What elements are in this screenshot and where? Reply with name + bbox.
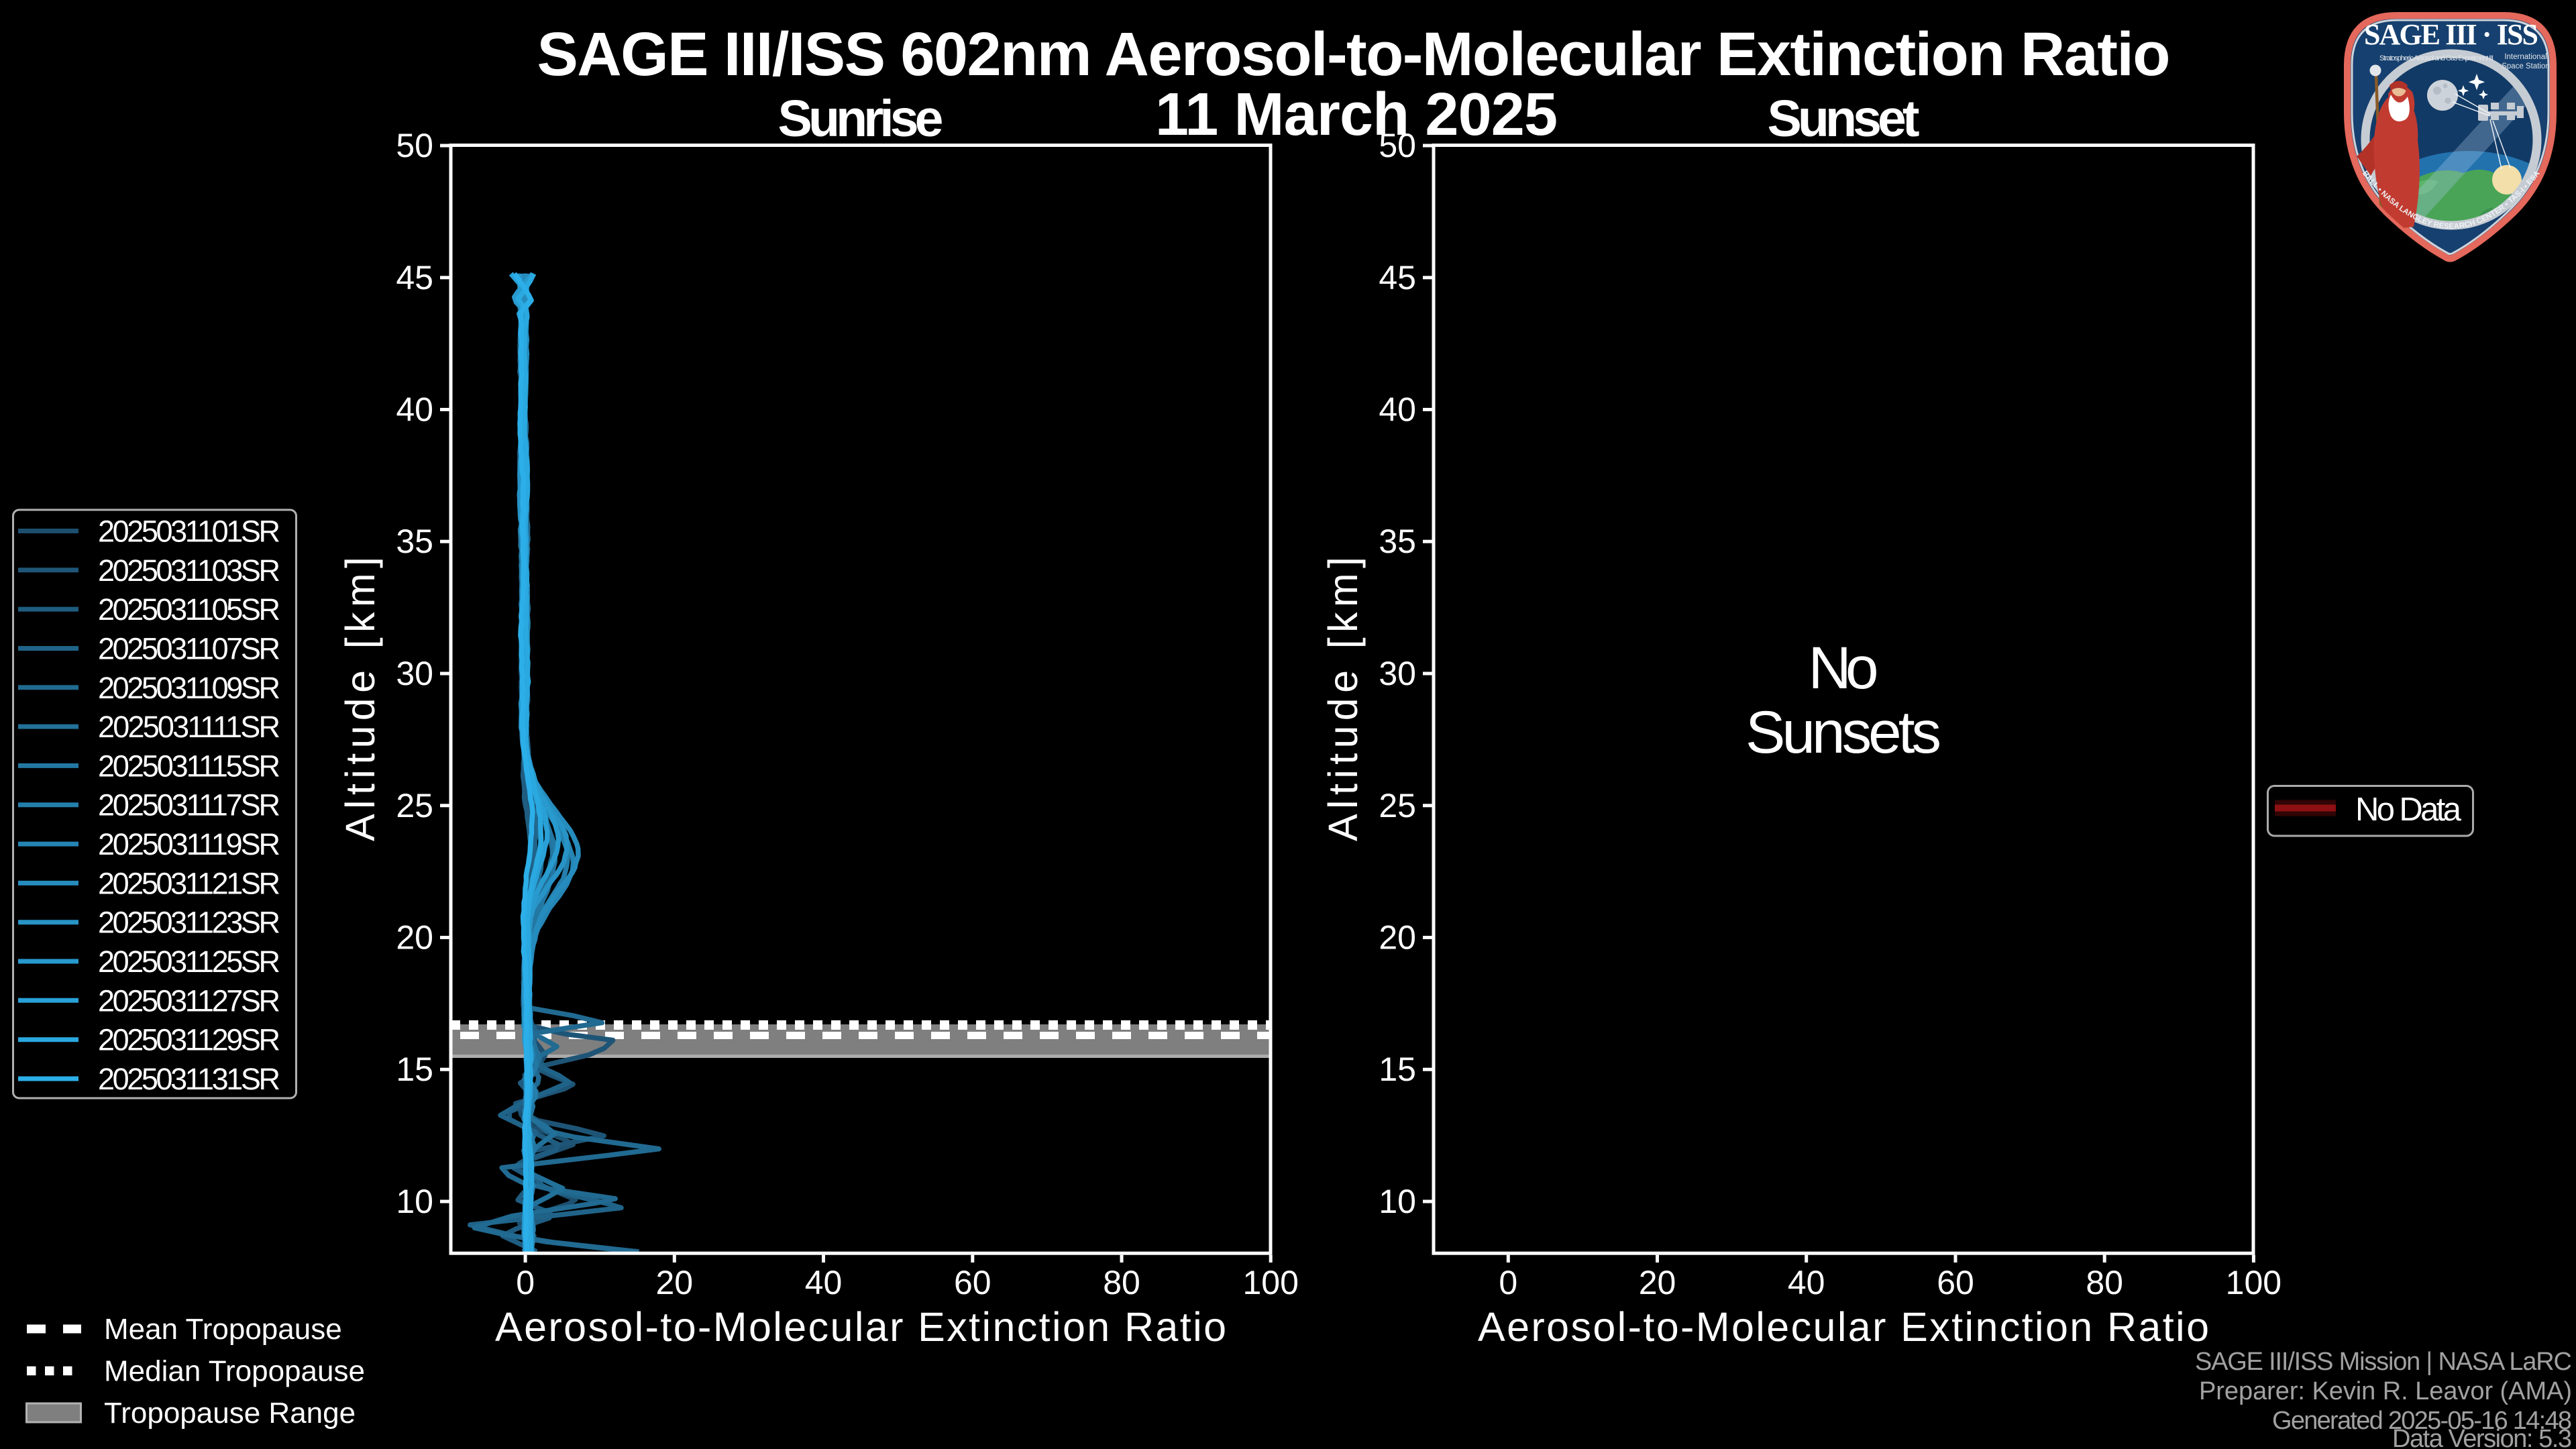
svg-text:25: 25 [1379,787,1416,824]
svg-text:Sunsets: Sunsets [1746,698,1941,765]
svg-text:2025031121SR: 2025031121SR [98,866,280,900]
svg-text:Median Tropopause: Median Tropopause [104,1355,365,1388]
svg-text:Altitude [km]: Altitude [km] [337,557,383,841]
svg-text:20: 20 [396,919,433,957]
svg-text:40: 40 [1379,391,1416,429]
svg-text:40: 40 [805,1264,843,1301]
svg-text:2025031103SR: 2025031103SR [98,553,280,588]
svg-text:100: 100 [1242,1264,1298,1301]
svg-text:0: 0 [516,1264,535,1301]
svg-text:30: 30 [396,655,433,692]
svg-text:45: 45 [396,259,433,297]
svg-text:2025031109SR: 2025031109SR [98,671,280,705]
svg-text:10: 10 [396,1183,433,1220]
svg-text:20: 20 [1379,919,1416,957]
svg-text:Space Station: Space Station [2502,62,2550,70]
svg-text:Aerosol-to-Molecular Extinctio: Aerosol-to-Molecular Extinction Ratio [495,1304,1226,1350]
svg-text:80: 80 [1103,1264,1140,1301]
svg-text:30: 30 [1379,655,1416,692]
svg-text:No Data: No Data [2355,792,2462,828]
svg-text:2025031127SR: 2025031127SR [98,983,280,1018]
svg-text:SAGE III/ISS Mission | NASA La: SAGE III/ISS Mission | NASA LaRC [2195,1348,2572,1376]
svg-text:2025031131SR: 2025031131SR [98,1062,280,1096]
svg-text:SAGE III · ISS: SAGE III · ISS [2364,18,2538,51]
svg-text:45: 45 [1379,259,1416,297]
svg-text:2025031129SR: 2025031129SR [98,1023,280,1057]
svg-text:Sunset: Sunset [1768,90,1920,148]
svg-text:0: 0 [1499,1264,1517,1301]
svg-text:Tropopause Range: Tropopause Range [104,1397,356,1430]
svg-text:60: 60 [954,1264,991,1301]
svg-text:80: 80 [2086,1264,2123,1301]
svg-text:2025031101SR: 2025031101SR [98,515,280,549]
svg-text:International: International [2504,53,2546,61]
svg-text:2025031107SR: 2025031107SR [98,632,280,666]
svg-text:Data Version: 5.3: Data Version: 5.3 [2392,1425,2572,1449]
svg-text:2025031125SR: 2025031125SR [98,945,280,979]
svg-text:11 March 2025: 11 March 2025 [1155,81,1558,148]
svg-text:20: 20 [1639,1264,1676,1301]
svg-text:100: 100 [2226,1264,2282,1301]
svg-text:15: 15 [1379,1051,1416,1088]
svg-text:Altitude [km]: Altitude [km] [1320,557,1366,841]
svg-text:SAGE III/ISS 602nm Aerosol-to-: SAGE III/ISS 602nm Aerosol-to-Molecular … [537,20,2171,89]
svg-text:Generated 2025-05-16 14:48: Generated 2025-05-16 14:48 [2272,1407,2572,1435]
svg-text:No: No [1809,634,1879,701]
svg-text:2025031115SR: 2025031115SR [98,749,280,783]
svg-text:40: 40 [396,391,433,429]
svg-text:60: 60 [1937,1264,1974,1301]
svg-text:2025031123SR: 2025031123SR [98,906,280,940]
svg-text:10: 10 [1379,1183,1416,1220]
svg-text:Aerosol-to-Molecular Extinctio: Aerosol-to-Molecular Extinction Ratio [1478,1304,2209,1350]
svg-text:2025031117SR: 2025031117SR [98,788,280,822]
svg-text:2025031105SR: 2025031105SR [98,592,280,627]
svg-text:15: 15 [396,1051,433,1088]
svg-text:2025031119SR: 2025031119SR [98,827,280,861]
svg-text:Mean Tropopause: Mean Tropopause [104,1313,342,1346]
svg-text:35: 35 [1379,523,1416,560]
svg-text:50: 50 [396,127,433,164]
svg-text:Stratospheric Aerosol and Gas: Stratospheric Aerosol and Gas Experiment… [2379,54,2493,62]
svg-text:Sunrise: Sunrise [778,90,944,148]
svg-text:50: 50 [1379,127,1416,164]
svg-text:25: 25 [396,787,433,824]
svg-text:35: 35 [396,523,433,560]
svg-text:20: 20 [655,1264,693,1301]
svg-text:2025031111SR: 2025031111SR [98,710,280,744]
svg-text:40: 40 [1788,1264,1825,1301]
svg-text:Preparer: Kevin R. Leavor (AMA: Preparer: Kevin R. Leavor (AMA) [2199,1377,2572,1405]
